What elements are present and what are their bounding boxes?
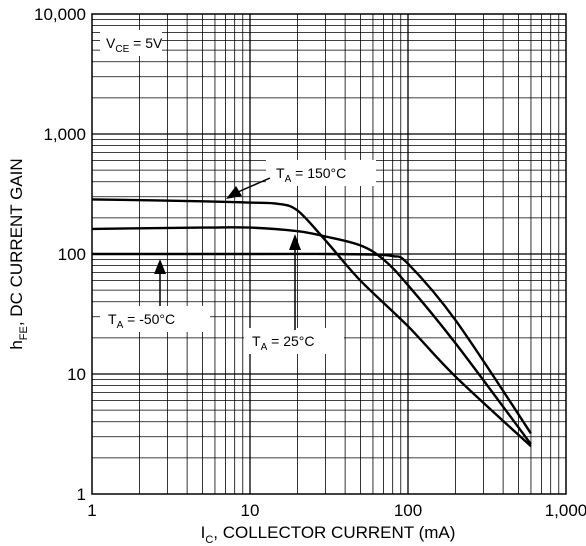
- x-axis-label: IC, COLLECTOR CURRENT (mA): [201, 523, 456, 546]
- x-tick-label: 10: [241, 501, 260, 520]
- y-tick-label: 100: [58, 245, 86, 264]
- arrow-neg50-icon: [154, 259, 166, 274]
- y-tick-label: 10,000: [34, 5, 86, 24]
- label-150-box: [266, 160, 376, 186]
- label-neg50-box: [100, 306, 210, 332]
- x-tick-label: 100: [394, 501, 422, 520]
- x-tick-label: 1,000: [545, 501, 586, 520]
- tick-labels: 1 10 100 1,000 1 10 100 1,000 10,000: [34, 5, 586, 520]
- series-line-0: [91, 198, 532, 448]
- series-label-150: TA = 150°C: [276, 165, 346, 185]
- series-label-25: TA = 25°C: [252, 333, 314, 353]
- y-tick-label: 10: [67, 365, 86, 384]
- series-line-2: [92, 252, 532, 435]
- arrow-150-icon: [226, 186, 242, 199]
- y-axis-label: hFE, DC CURRENT GAIN: [7, 158, 30, 349]
- x-tick-label: 1: [87, 501, 96, 520]
- condition-label-box: [100, 30, 162, 56]
- y-tick-label: 1: [77, 485, 86, 504]
- condition-label: VCE = 5V: [106, 35, 163, 55]
- label-25-box: [244, 328, 344, 354]
- arrow-25-icon: [289, 234, 301, 250]
- leader-150: [237, 177, 271, 193]
- y-tick-label: 1,000: [43, 125, 86, 144]
- curves: [91, 198, 532, 448]
- plot-frame: [91, 13, 567, 495]
- series-label-neg50: TA = -50°C: [108, 311, 175, 331]
- series-line-1: [91, 226, 532, 445]
